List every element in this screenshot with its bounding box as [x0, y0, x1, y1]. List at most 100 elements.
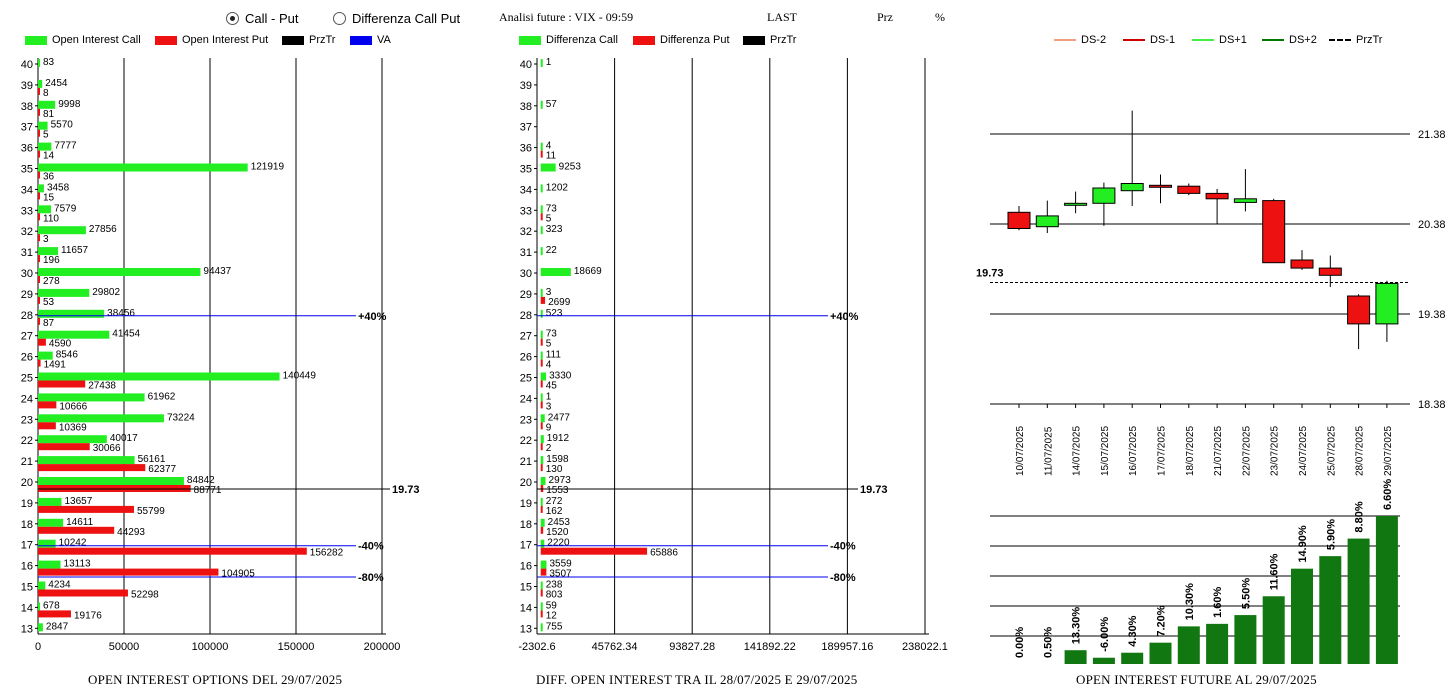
- oi-strike-label: 30: [21, 268, 33, 280]
- diff-put-label: 162: [546, 506, 563, 517]
- diff-put-bar: [540, 401, 543, 409]
- oi-call-label: 38456: [107, 308, 135, 319]
- oi-call-bar: [38, 309, 105, 318]
- oi-call-label: 83: [43, 57, 55, 68]
- oi-put-bar: [38, 87, 40, 95]
- fut-bar: [1347, 538, 1370, 664]
- oi-call-bar: [38, 79, 43, 88]
- oi-call-bar: [38, 602, 40, 611]
- diff-strike-label: 24: [520, 393, 532, 405]
- oi-call-label: 11657: [61, 245, 89, 256]
- oi-put-bar: [38, 150, 40, 158]
- oi-put-label: 87: [43, 318, 55, 329]
- legend-ds-plus2: DS+2: [1262, 34, 1317, 46]
- diff-call-label: 238: [546, 580, 563, 591]
- candle-date-label: 21/07/2025: [1213, 426, 1224, 476]
- oi-strike-label: 40: [21, 59, 33, 71]
- oi-x-tick-label: 50000: [109, 641, 140, 653]
- oi-strike-label: 15: [21, 582, 33, 594]
- diff-call-label: 1: [546, 57, 552, 68]
- oi-x-tick-label: 100000: [192, 641, 229, 653]
- diff-call-label: 4: [546, 141, 552, 152]
- diff-call-label: 2973: [549, 475, 572, 486]
- diff-strike-label: 36: [520, 143, 532, 155]
- candle-body: [1177, 185, 1201, 194]
- diff-call-bar: [540, 435, 544, 444]
- header-title: Analisi future : VIX - 09:59: [499, 10, 634, 24]
- legend-oi-put: Open Interest Put: [155, 34, 268, 46]
- diff-call-bar: [540, 184, 543, 193]
- diff-put-bar: [540, 568, 547, 576]
- oi-call-label: 8546: [56, 350, 79, 361]
- oi-diff-chart: 4039383736353433323130292827262524232221…: [518, 57, 948, 653]
- diff-strike-label: 25: [520, 373, 532, 385]
- diff-call-label: 111: [546, 350, 562, 361]
- radio-diff[interactable]: Differenza Call Put: [333, 11, 460, 26]
- diff-call-label: 1598: [546, 454, 569, 465]
- oi-put-label: 278: [43, 276, 60, 287]
- diff-call-bar: [540, 142, 543, 151]
- diff-call-bar: [540, 518, 545, 527]
- oi-strike-label: 36: [21, 143, 33, 155]
- diff-strike-label: 34: [520, 184, 532, 196]
- oi-call-bar: [38, 623, 43, 632]
- diff-call-bar: [540, 351, 543, 360]
- candle-body: [1149, 184, 1172, 188]
- radio-call-put-label: Call - Put: [245, 11, 299, 26]
- fut-bar-label: 0.00%: [1014, 627, 1026, 658]
- oi-strike-label: 28: [21, 310, 33, 322]
- oi-put-label: 4590: [49, 339, 72, 350]
- candle-date-label: 24/07/2025: [1298, 426, 1309, 476]
- oi-call-label: 9998: [58, 99, 81, 110]
- fut-bar: [1206, 623, 1229, 664]
- oi-call-label: 41454: [112, 329, 140, 340]
- diff-call-label: 3330: [549, 371, 572, 382]
- legend-oi-call-label: Open Interest Call: [52, 34, 141, 46]
- oi-strike-label: 17: [21, 540, 33, 552]
- oi-put-bar: [38, 526, 115, 534]
- diff-strike-label: 26: [520, 352, 532, 364]
- diff-call-label: 2220: [547, 538, 570, 549]
- diff-ref-label: -80%: [830, 572, 856, 584]
- future-candlestick-chart: 18.38 19.38 20.38 21.38 19.73 10/07/2025 11/07…: [976, 110, 1446, 476]
- diff-put-label: 1553: [546, 485, 569, 496]
- fut-bar: [1291, 568, 1313, 664]
- candle-date-label: 10/07/2025: [1015, 426, 1026, 476]
- candle-date-label: 11/07/2025: [1043, 426, 1054, 476]
- diff-call-bar: [540, 560, 547, 569]
- candle-prztr-label: 19.73: [976, 268, 1004, 280]
- diff-strike-label: 37: [520, 122, 532, 134]
- legend-ds-2-label: DS-2: [1081, 34, 1107, 46]
- oi-put-bar: [38, 192, 40, 200]
- diff-strike-label: 19: [520, 498, 532, 510]
- oi-put-bar: [38, 255, 40, 263]
- diff-put-label: 3: [546, 401, 552, 412]
- radio-call-put[interactable]: Call - Put: [226, 11, 298, 26]
- candle-body: [1318, 267, 1342, 276]
- legend-diff-put: Differenza Put: [633, 34, 730, 46]
- oi-call-label: 13657: [64, 496, 92, 507]
- fut-bar-label: 11.60%: [1269, 553, 1281, 590]
- oi-put-label: 3: [43, 234, 49, 245]
- oi-strike-label: 24: [21, 393, 33, 405]
- diff-put-bar: [540, 296, 546, 304]
- oi-call-bar: [38, 414, 164, 423]
- diff-call-label: 2477: [548, 412, 571, 423]
- diff-call-bar: [540, 456, 544, 465]
- diff-x-tick-label: 141892.22: [744, 641, 796, 653]
- fut-bar: [1149, 642, 1172, 664]
- fut-bar-label: 4.30%: [1127, 615, 1139, 646]
- oi-ref-label: 19.73: [392, 484, 420, 496]
- oi-call-bar: [38, 330, 110, 339]
- candle-body: [1007, 211, 1031, 230]
- oi-put-bar: [38, 359, 41, 367]
- diff-put-label: 11: [546, 151, 557, 162]
- oi-put-label: 55799: [137, 506, 165, 517]
- oi-put-bar: [38, 296, 40, 304]
- legend-ds-plus1-line: [1192, 39, 1214, 41]
- diff-call-bar: [540, 623, 543, 632]
- oi-chart-title: OPEN INTEREST OPTIONS DEL 29/07/2025: [88, 672, 343, 687]
- diff-call-bar: [540, 247, 543, 256]
- diff-put-bar: [540, 422, 543, 430]
